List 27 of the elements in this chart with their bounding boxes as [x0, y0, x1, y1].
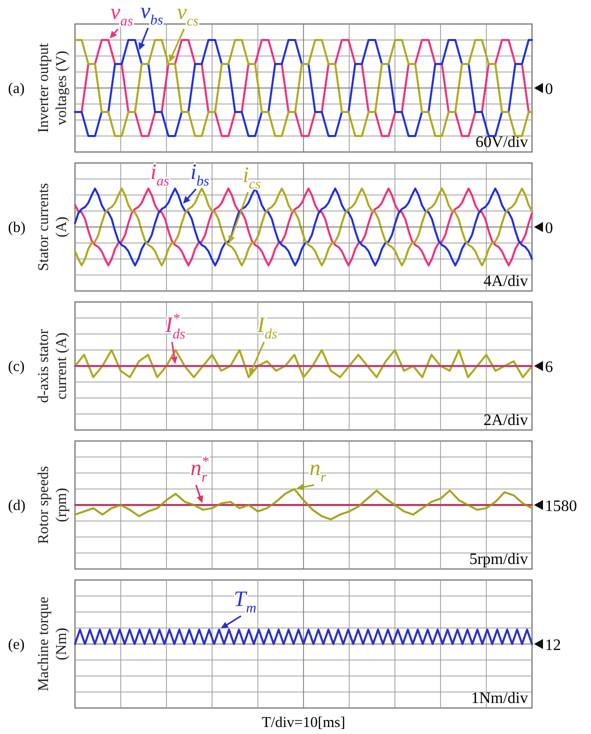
annotation: 60V/div — [476, 134, 528, 151]
text: 4A/div — [484, 273, 528, 290]
series-label: I$_{ds}$ — [256, 312, 278, 343]
series-label: i$_{bs}$ — [190, 159, 210, 190]
text: 1Nm/div — [471, 690, 528, 707]
text: 0 — [545, 220, 553, 237]
text: 2A/div — [484, 412, 528, 429]
series-label: n$_{r}$ — [310, 455, 326, 486]
text: (c) — [8, 359, 25, 375]
text: 12 — [545, 637, 561, 654]
y-axis-title: Rotor speeds (rpm) — [36, 466, 70, 544]
text: 6 — [545, 359, 553, 376]
series-label: i$_{as}$ — [150, 159, 170, 190]
text: (d) — [8, 498, 26, 514]
text: 5rpm/div — [469, 551, 528, 568]
text: (b) — [8, 220, 26, 236]
y-axis-title: Machine torque (Nm) — [36, 596, 70, 692]
series-label: T$_{m}$ — [234, 586, 256, 617]
text: (a) — [8, 81, 25, 97]
y-axis-title: Inverter output voltages (V) — [36, 42, 70, 133]
y-axis-title: Stator currents (A) — [36, 182, 70, 271]
series-label: i$_{cs}$ — [242, 162, 262, 193]
text: (e) — [8, 637, 25, 653]
text: 1580 — [545, 498, 577, 515]
x-axis-title: T/div=10[ms] — [262, 715, 346, 731]
y-axis-title: d-axis stator current (A) — [36, 329, 70, 403]
text: 0 — [545, 81, 553, 98]
